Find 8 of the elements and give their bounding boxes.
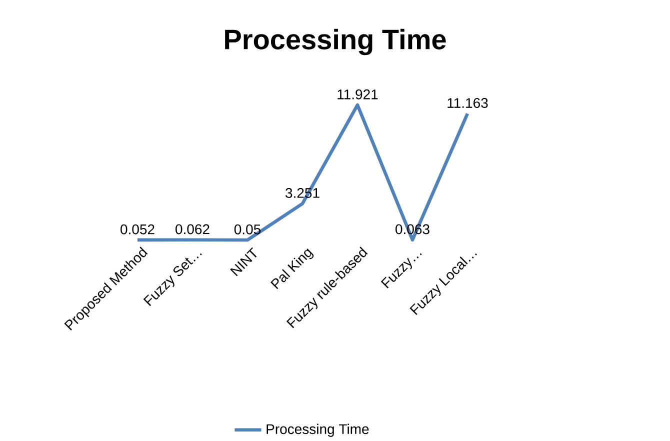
- data-label: 0.052: [120, 224, 154, 234]
- data-label: 11.163: [448, 98, 488, 108]
- data-label: 11.921: [338, 89, 378, 100]
- x-tick-label: Pal King: [270, 248, 314, 290]
- data-label: 0.062: [176, 224, 210, 234]
- data-label: 0.05: [234, 224, 261, 234]
- legend-label: Processing Time: [266, 424, 369, 437]
- chart-title: Processing Time: [225, 28, 446, 55]
